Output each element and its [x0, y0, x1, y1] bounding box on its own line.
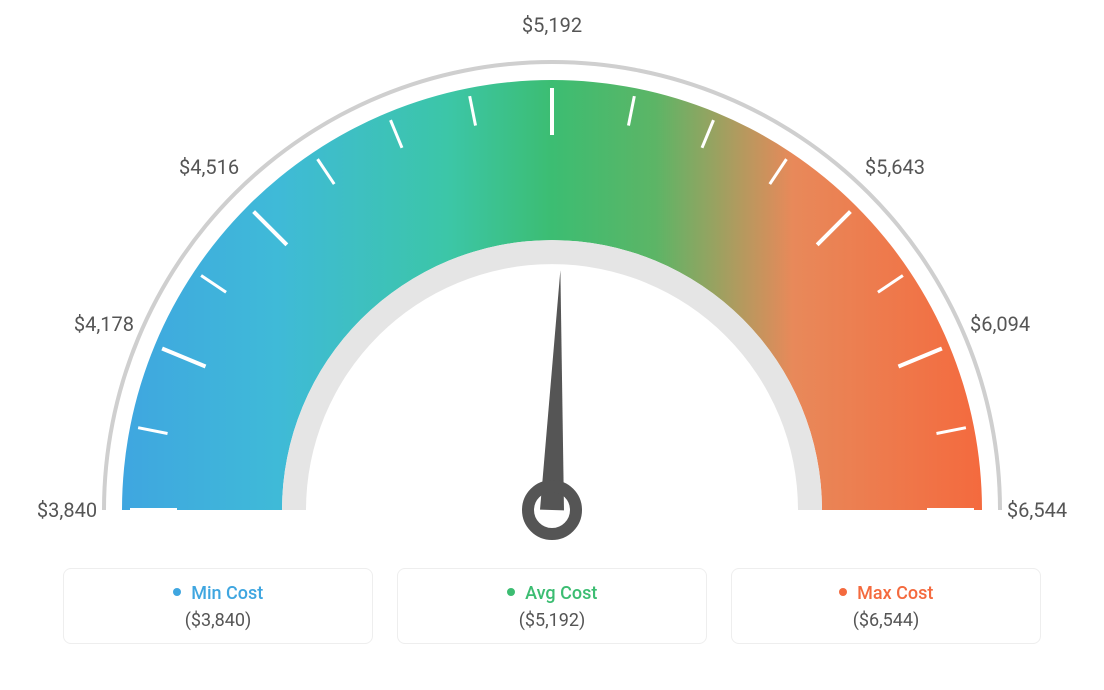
- legend-card-min: Min Cost ($3,840): [63, 568, 373, 644]
- gauge-tick-label: $3,840: [37, 498, 97, 522]
- gauge-tick-label: $4,516: [179, 155, 239, 179]
- dot-icon: [173, 588, 181, 596]
- gauge-chart: $3,840 $4,178 $4,516 $5,192 $5,643 $6,094 $6,5…: [0, 0, 1104, 560]
- gauge-svg: [0, 0, 1104, 560]
- gauge-tick-label: $5,192: [522, 13, 582, 37]
- legend-card-max: Max Cost ($6,544): [731, 568, 1041, 644]
- gauge-tick-label: $5,643: [865, 155, 925, 179]
- gauge-tick-label: $6,544: [1007, 498, 1067, 522]
- legend-min-value: ($3,840): [74, 610, 362, 631]
- legend-avg-value: ($5,192): [408, 610, 696, 631]
- dot-icon: [507, 588, 515, 596]
- gauge-tick-label: $4,178: [74, 312, 134, 336]
- legend-max-title: Max Cost: [742, 583, 1030, 604]
- dot-icon: [839, 588, 847, 596]
- legend-min-title: Min Cost: [74, 583, 362, 604]
- gauge-tick-label: $6,094: [970, 312, 1030, 336]
- legend-avg-title: Avg Cost: [408, 583, 696, 604]
- legend-max-title-text: Max Cost: [857, 583, 933, 604]
- legend-max-value: ($6,544): [742, 610, 1030, 631]
- legend-row: Min Cost ($3,840) Avg Cost ($5,192) Max …: [0, 568, 1104, 644]
- legend-card-avg: Avg Cost ($5,192): [397, 568, 707, 644]
- legend-avg-title-text: Avg Cost: [525, 583, 597, 604]
- legend-min-title-text: Min Cost: [191, 583, 263, 604]
